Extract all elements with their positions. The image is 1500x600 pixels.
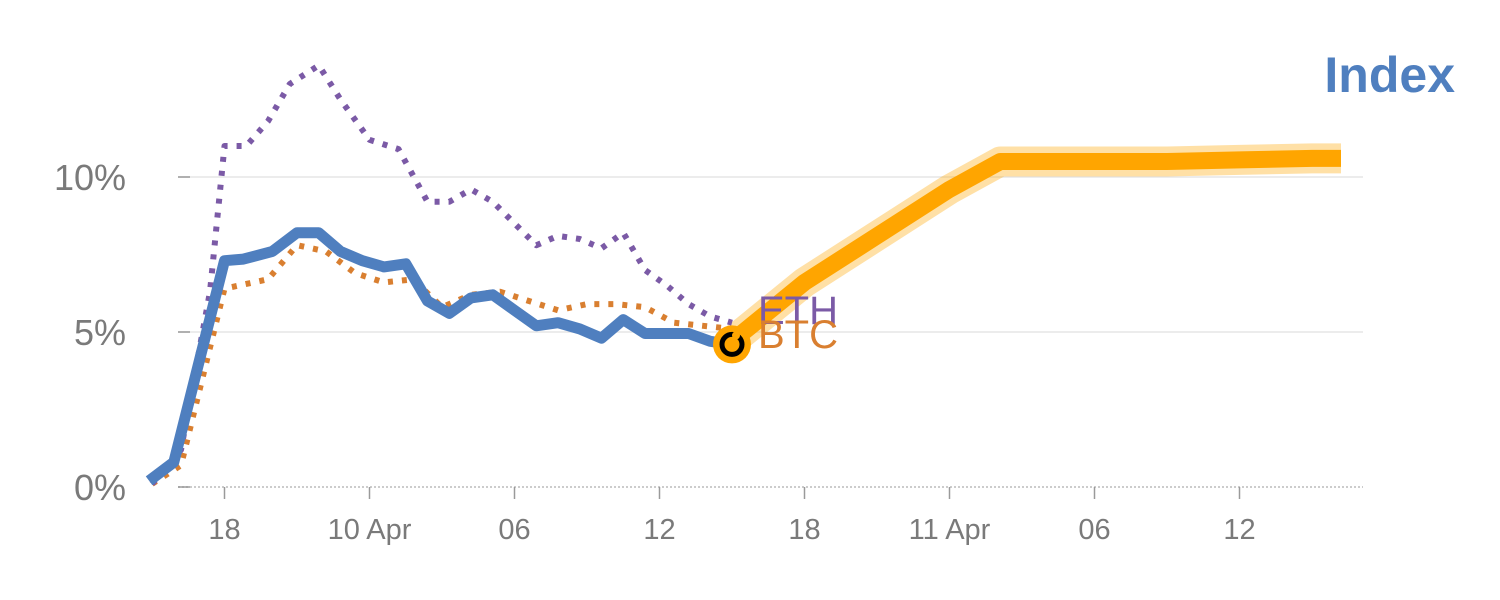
grid-layer [178,176,1363,333]
series-label-eth: ETH [758,289,838,333]
y-tick-label: 0% [74,467,126,508]
x-tick-label: 11 Apr [909,514,991,546]
marker-layer [713,325,751,364]
endpoint-ring [719,331,745,357]
series-line-eth [149,62,733,486]
axis-layer: 0% 5% 10% 18 10 Apr 06 12 18 11 Apr 06 12 [54,157,1363,546]
y-tick-label: 10% [54,157,126,198]
series-line-index [145,227,733,486]
series-label-btc: BTC [758,313,838,357]
endpoint-ring-gap [732,331,740,340]
chart-title: Index [1324,47,1455,103]
series-line-btc [150,242,733,487]
x-tick-label: 18 [208,514,240,546]
x-tick-label: 12 [1223,514,1255,546]
x-tick-label: 06 [1078,514,1110,546]
series-line-forecast [726,149,1341,348]
x-tick-label: 18 [788,514,820,546]
x-tick-label: 06 [498,514,530,546]
endpoint-marker [713,325,751,364]
series-layer [145,62,1341,487]
y-tick-label: 5% [74,312,126,353]
x-tick-label: 12 [643,514,675,546]
x-tick-label: 10 Apr [328,514,412,546]
